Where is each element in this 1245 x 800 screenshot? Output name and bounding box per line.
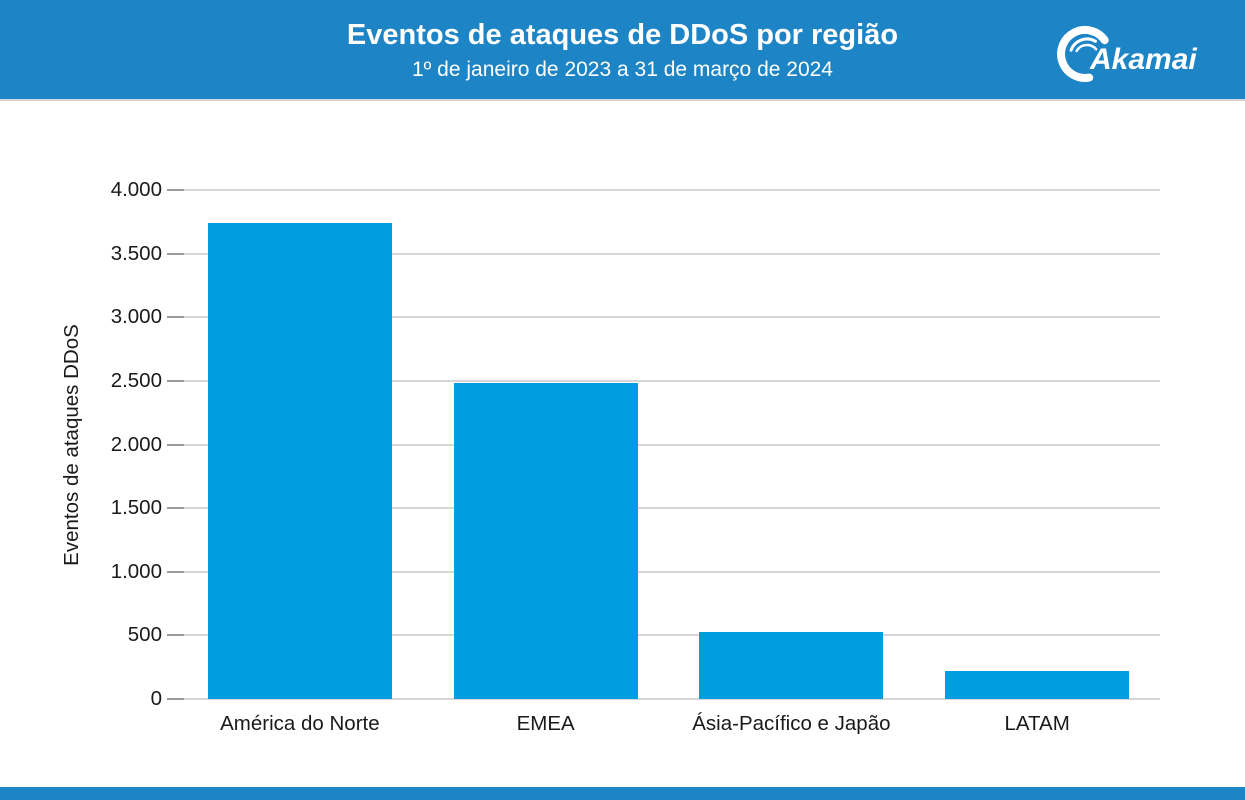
bar xyxy=(699,631,884,699)
grid-line xyxy=(170,507,1160,510)
y-tick-label: 2.000 xyxy=(110,432,162,456)
grid-line xyxy=(170,252,1160,255)
chart-title: Eventos de ataques de DDoS por região xyxy=(346,19,899,52)
x-category-label: EMEA xyxy=(516,712,575,735)
y-tick-label: 2.500 xyxy=(110,368,162,392)
akamai-logo-graphic: Akamai xyxy=(1057,25,1197,82)
grid-line xyxy=(170,634,1160,637)
y-tick-mark xyxy=(167,316,184,319)
y-tick-label: 4.000 xyxy=(110,178,162,201)
y-tick-mark xyxy=(167,443,184,446)
x-category-label: América do Norte xyxy=(220,712,380,735)
grid-line xyxy=(170,443,1160,446)
y-tick-mark xyxy=(167,634,184,637)
y-tick-label: 1.500 xyxy=(110,496,162,520)
x-category-label: Ásia-Pacífico e Japão xyxy=(692,712,891,735)
bar xyxy=(453,383,638,699)
x-category-label: LATAM xyxy=(1004,712,1070,735)
chart-subtitle: 1º de janeiro de 2023 a 31 de março de 2… xyxy=(412,57,833,81)
y-tick-mark xyxy=(167,507,184,510)
y-tick-label: 500 xyxy=(127,623,162,647)
grid-line xyxy=(170,316,1160,319)
y-tick-mark xyxy=(167,189,184,191)
footer-band xyxy=(0,787,1245,800)
y-tick-mark xyxy=(167,252,184,255)
y-tick-label: 3.500 xyxy=(110,241,162,265)
bar xyxy=(945,671,1130,699)
grid-line xyxy=(170,379,1160,382)
grid-line xyxy=(170,698,1160,700)
bar xyxy=(207,223,392,699)
y-tick-mark xyxy=(167,698,184,700)
y-tick-mark xyxy=(167,570,184,573)
y-tick-label: 3.000 xyxy=(110,305,162,329)
grid-line xyxy=(170,570,1160,573)
y-tick-mark xyxy=(167,379,184,382)
header-band: Eventos de ataques de DDoS por região 1º… xyxy=(0,0,1245,101)
y-tick-label: 0 xyxy=(150,687,162,710)
grid-line xyxy=(170,189,1160,191)
y-tick-label: 1.000 xyxy=(110,559,162,583)
akamai-logo: Akamai xyxy=(1057,22,1207,87)
akamai-logo-text: Akamai xyxy=(1089,43,1197,76)
